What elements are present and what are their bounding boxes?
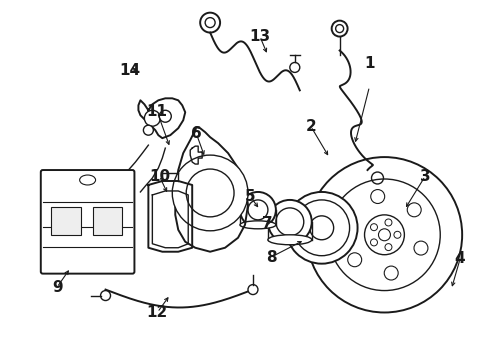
- Text: 2: 2: [306, 119, 316, 134]
- Circle shape: [172, 155, 248, 231]
- Text: 1: 1: [364, 56, 375, 71]
- Text: 6: 6: [191, 126, 201, 141]
- Text: 14: 14: [120, 63, 141, 78]
- Circle shape: [145, 110, 160, 126]
- Text: 13: 13: [249, 29, 270, 44]
- Text: 10: 10: [149, 169, 170, 184]
- Text: 4: 4: [454, 251, 465, 266]
- Ellipse shape: [240, 221, 276, 229]
- Circle shape: [248, 285, 258, 294]
- FancyBboxPatch shape: [41, 170, 134, 274]
- Text: 12: 12: [147, 305, 168, 320]
- Text: 11: 11: [147, 104, 168, 120]
- Bar: [51, 207, 81, 235]
- Text: 8: 8: [267, 249, 277, 265]
- Ellipse shape: [80, 175, 96, 185]
- Circle shape: [268, 200, 312, 244]
- Ellipse shape: [268, 235, 312, 245]
- Text: 9: 9: [52, 280, 62, 295]
- Bar: [93, 207, 122, 235]
- Circle shape: [286, 192, 358, 264]
- Circle shape: [290, 62, 300, 72]
- Circle shape: [200, 13, 220, 32]
- Text: 7: 7: [262, 216, 272, 230]
- Circle shape: [144, 125, 153, 135]
- Text: 3: 3: [420, 169, 431, 184]
- Circle shape: [307, 157, 462, 312]
- Circle shape: [332, 21, 347, 37]
- Circle shape: [159, 110, 171, 122]
- Text: 5: 5: [245, 189, 255, 204]
- Circle shape: [100, 291, 111, 301]
- Circle shape: [240, 192, 276, 228]
